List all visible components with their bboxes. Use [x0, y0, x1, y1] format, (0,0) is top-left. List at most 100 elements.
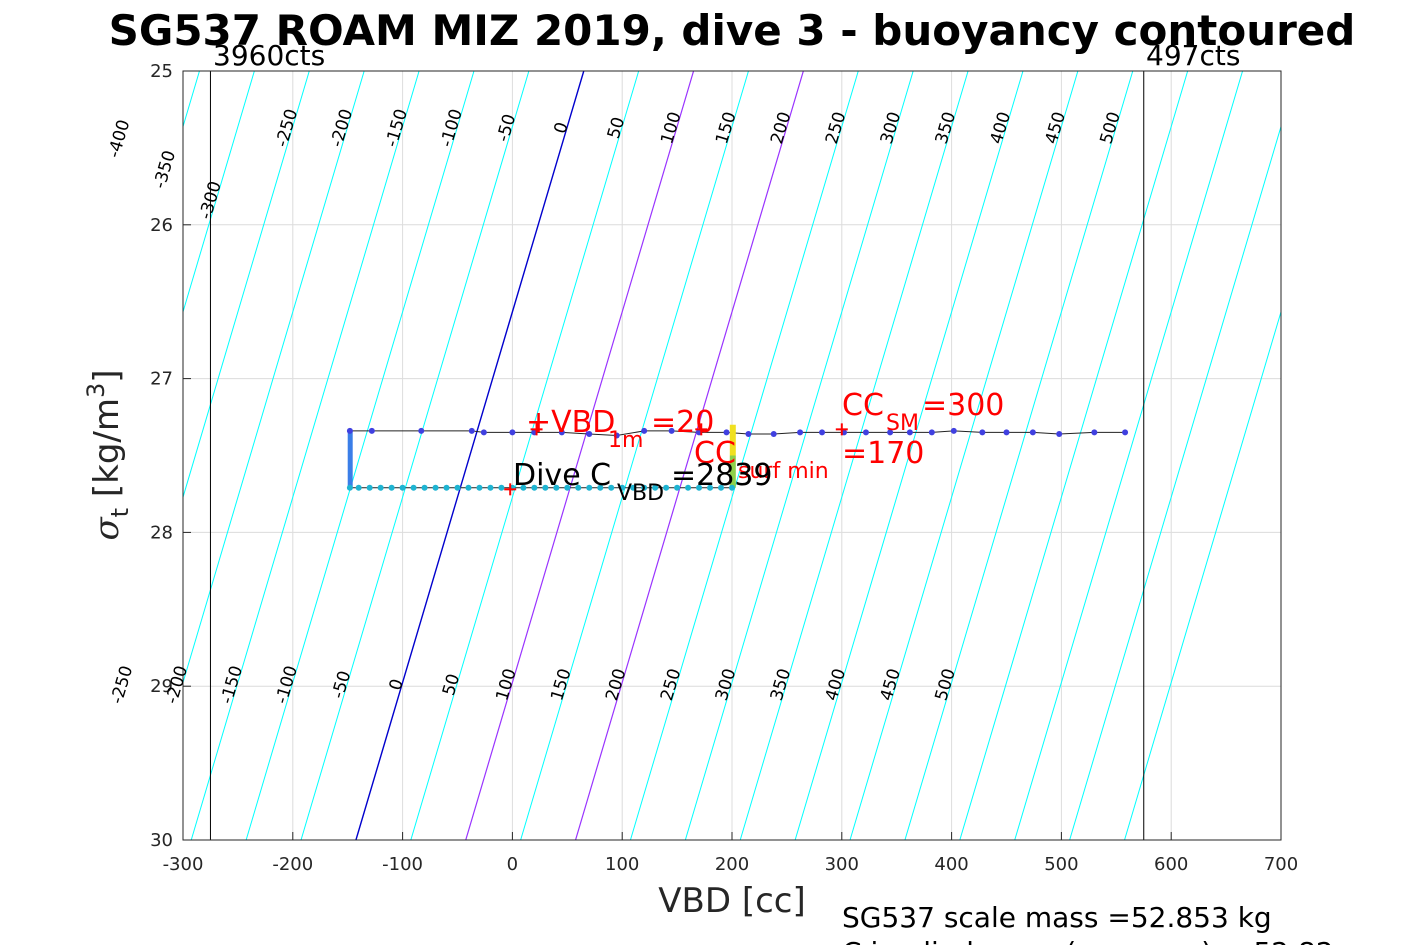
data-point: [421, 484, 428, 491]
data-point: [597, 484, 604, 491]
data-point: [1029, 429, 1036, 436]
svg-text:=300: =300: [922, 388, 1004, 423]
data-series: [346, 424, 1129, 491]
data-point: [388, 484, 395, 491]
data-point: [1056, 430, 1063, 437]
contour-line: [574, 71, 804, 840]
data-point: [575, 484, 582, 491]
data-point: [862, 429, 869, 436]
data-point: [377, 484, 384, 491]
contour-line: [520, 71, 749, 840]
data-point: [480, 429, 487, 436]
y-tick-label: 29: [150, 676, 173, 697]
data-point: [696, 484, 703, 491]
x-tick-label: 100: [605, 854, 639, 875]
x-tick-label: -200: [272, 854, 313, 875]
data-point: [928, 429, 935, 436]
contour-line: [0, 71, 90, 840]
data-point: [906, 429, 913, 436]
svg-text:=20: =20: [651, 405, 714, 440]
data-point: [770, 430, 777, 437]
annotation-cc-surf-min: CC surf min =170: [694, 436, 924, 484]
data-point: [685, 484, 692, 491]
contour-line: [300, 71, 530, 840]
contour-line: [1069, 124, 1281, 840]
contour-label: -400: [104, 117, 134, 160]
data-point: [509, 429, 516, 436]
svg-text:σt [kg/m3]: σt [kg/m3]: [82, 369, 134, 540]
contour-line: [684, 71, 914, 840]
contour-line: [183, 71, 310, 499]
contour-line: [190, 71, 420, 840]
data-point: [979, 429, 986, 436]
x-tick-label: 0: [507, 854, 518, 875]
footer-implied-mass: C implied mass (opengsw) = 52.82: [842, 936, 1334, 945]
data-point: [366, 484, 373, 491]
data-point: [652, 484, 659, 491]
contour-line: [794, 71, 1024, 840]
x-tick-label: 400: [934, 854, 968, 875]
data-point: [619, 484, 626, 491]
footer-scale-mass: SG537 scale mass =52.853 kg: [842, 901, 1272, 934]
data-point: [613, 432, 620, 439]
svg-text:=2839: =2839: [671, 458, 772, 493]
data-point: [468, 427, 475, 434]
y-axis-label: σt [kg/m3]: [82, 369, 134, 540]
data-point: [745, 430, 752, 437]
contour-label: -350: [150, 148, 180, 191]
data-point: [1122, 429, 1129, 436]
annotation-dive-cvbd: Dive C VBD =2839: [513, 458, 772, 506]
svg-text:surf min: surf min: [738, 459, 829, 484]
data-point: [355, 484, 362, 491]
contour-line: [1014, 71, 1244, 840]
data-point: [368, 427, 375, 434]
chart-title: SG537 ROAM MIZ 2019, dive 3 - buoyancy c…: [109, 6, 1356, 55]
data-point: [487, 484, 494, 491]
data-point: [476, 484, 483, 491]
data-point: [950, 427, 957, 434]
data-point: [707, 484, 714, 491]
y-tick-label: 25: [150, 61, 173, 82]
x-tick-label: 500: [1044, 854, 1078, 875]
data-point: [729, 484, 735, 491]
data-point: [641, 427, 648, 434]
contour-line: [410, 71, 640, 840]
data-point: [346, 427, 353, 434]
data-point: [718, 484, 725, 491]
data-point: [1003, 429, 1010, 436]
data-point: [443, 484, 450, 491]
svg-text:+VBD: +VBD: [526, 405, 615, 440]
contour-line: [183, 71, 365, 685]
contour-line: [959, 71, 1189, 840]
x-tick-label: -300: [163, 854, 204, 875]
x-tick-label: 200: [715, 854, 749, 875]
left-limit-label: 3960cts: [213, 39, 325, 72]
series-line: [349, 430, 1126, 437]
data-point: [586, 430, 593, 437]
svg-text:CC: CC: [694, 436, 736, 471]
contour-line: [465, 71, 695, 840]
right-limit-label: 497cts: [1146, 39, 1240, 72]
y-tick-label: 30: [150, 830, 173, 851]
data-point: [1091, 429, 1098, 436]
marker-crosses: [504, 423, 848, 496]
contour-line: [629, 71, 859, 840]
contour-line: [1124, 310, 1281, 840]
data-point: [454, 484, 461, 491]
data-point: [630, 484, 637, 491]
buoyancy-contours: [0, 71, 1281, 840]
data-point: [674, 484, 681, 491]
data-point: [553, 484, 560, 491]
data-point: [520, 484, 527, 491]
annotation-cc-sm: CC SM =300: [842, 388, 1004, 436]
data-point: [608, 484, 615, 491]
data-point: [531, 484, 538, 491]
data-point: [418, 427, 425, 434]
svg-text:1m: 1m: [608, 428, 643, 453]
data-point: [432, 484, 439, 491]
data-point: [542, 484, 549, 491]
data-point: [465, 484, 472, 491]
contour-label: -250: [107, 663, 137, 706]
data-point: [663, 484, 670, 491]
